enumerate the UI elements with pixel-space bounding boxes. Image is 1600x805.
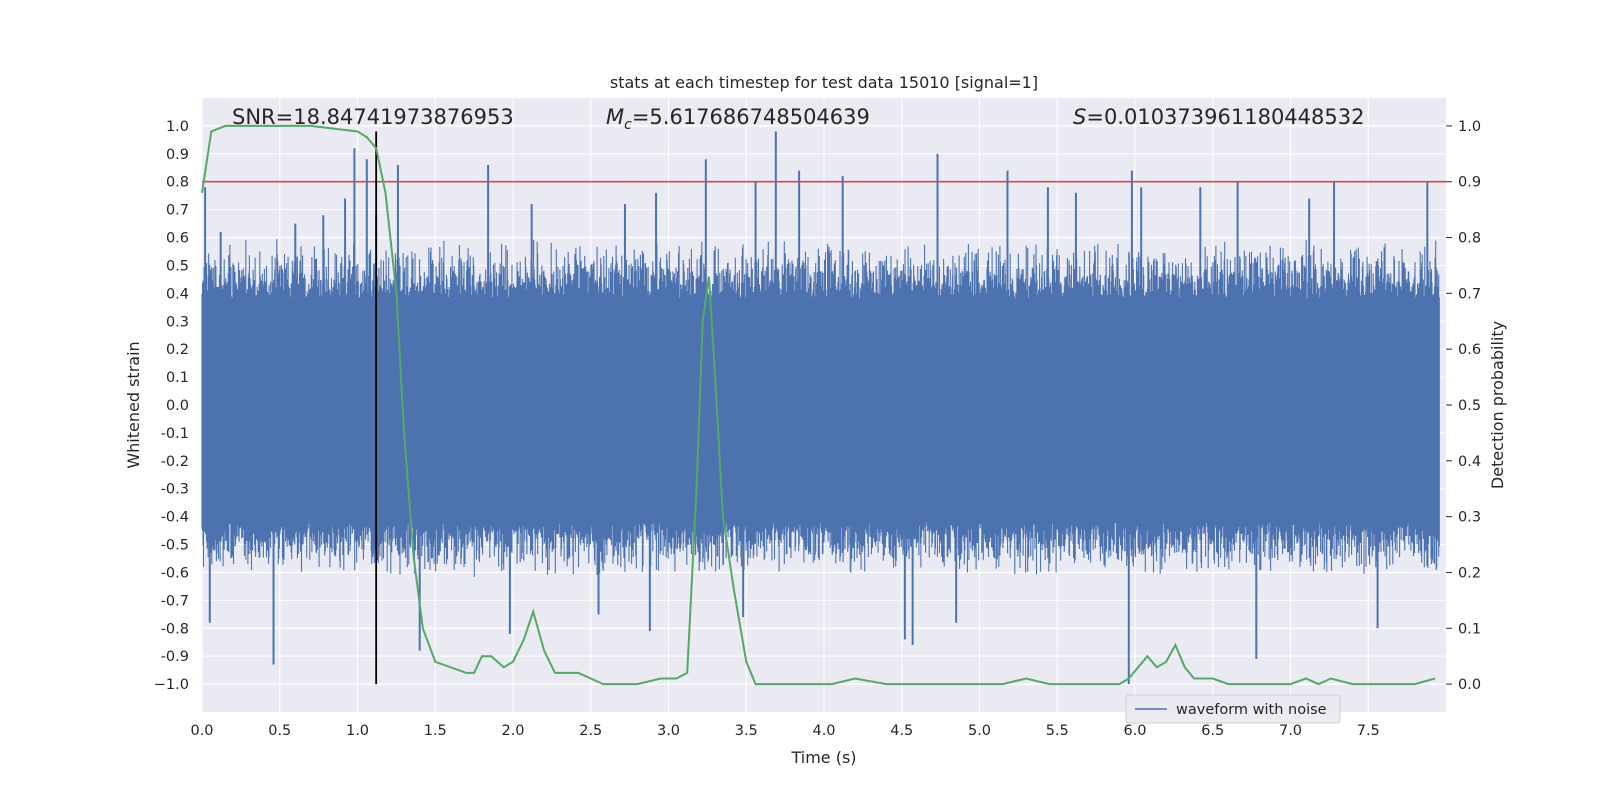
y-tick-label: 0.9 xyxy=(166,147,189,163)
y2-tick-label: 1.0 xyxy=(1458,119,1481,135)
y-tick-label: -0.9 xyxy=(161,649,189,665)
x-tick-label: 0.0 xyxy=(190,723,213,739)
y2-tick-label: 0.0 xyxy=(1458,677,1481,693)
s-statistic-annotation: S=0.010373961180448532 xyxy=(1073,105,1364,129)
x-tick-label: 2.5 xyxy=(579,723,602,739)
x-tick-label: 1.0 xyxy=(346,723,369,739)
y2-tick-label: 0.7 xyxy=(1458,286,1481,302)
chirp-mass-symbol: M xyxy=(606,105,624,129)
y-tick-label: -0.5 xyxy=(161,538,189,554)
y2-axis-label: Detection probability xyxy=(1488,321,1507,489)
x-tick-label: 6.5 xyxy=(1201,723,1224,739)
y2-tick-label: 0.5 xyxy=(1458,398,1481,414)
x-tick-label: 7.5 xyxy=(1357,723,1380,739)
y-tick-label: -0.2 xyxy=(161,454,189,470)
y-tick-label: -0.6 xyxy=(161,565,189,581)
y-axis-label: Whitened strain xyxy=(124,341,143,468)
x-tick-label: 5.5 xyxy=(1046,723,1069,739)
x-tick-labels: 0.0 0.5 1.0 1.5 2.0 2.5 3.0 3.5 4.0 4.5 5.0 5.5 6.0 6… xyxy=(190,723,1379,739)
y-tick-label: 0.3 xyxy=(166,314,189,330)
chart-title: stats at each timestep for test data 150… xyxy=(610,73,1038,92)
y2-tick-label: 0.2 xyxy=(1458,565,1481,581)
x-tick-label: 4.0 xyxy=(812,723,835,739)
y-tick-label: −1.0 xyxy=(154,677,189,693)
y-tick-label: 0.2 xyxy=(166,342,189,358)
y2-tick-label: 0.4 xyxy=(1458,454,1481,470)
y-tick-label: -0.8 xyxy=(161,621,189,637)
y2-tick-label: 0.3 xyxy=(1458,510,1481,526)
y-tick-label: 0.0 xyxy=(166,398,189,414)
y2-tick-labels: 1.0 0.9 0.8 0.7 0.6 0.5 0.4 0.3 0.2 0.1 0.0 xyxy=(1446,119,1481,693)
y2-tick-label: 0.9 xyxy=(1458,175,1481,191)
x-tick-label: 0.5 xyxy=(268,723,291,739)
legend-label: waveform with noise xyxy=(1176,702,1327,718)
y2-tick-label: 0.1 xyxy=(1458,621,1481,637)
x-tick-label: 6.0 xyxy=(1123,723,1146,739)
legend: waveform with noise xyxy=(1126,695,1340,723)
y-tick-label: 0.8 xyxy=(166,175,189,191)
x-tick-label: 3.5 xyxy=(735,723,758,739)
y-tick-label: 0.7 xyxy=(166,203,189,219)
x-tick-label: 2.0 xyxy=(501,723,524,739)
y-tick-label: -0.1 xyxy=(161,426,189,442)
y-tick-labels: 1.0 0.9 0.8 0.7 0.6 0.5 0.4 0.3 0.2 0.1 0.0 -0.1 -0.… xyxy=(154,119,189,693)
s-statistic-value: =0.010373961180448532 xyxy=(1086,105,1364,129)
x-tick-label: 3.0 xyxy=(657,723,680,739)
snr-annotation: SNR=18.84741973876953 xyxy=(232,105,514,129)
chirp-mass-annotation: Mc=5.617686748504639 xyxy=(606,105,870,133)
y-tick-label: -0.3 xyxy=(161,482,189,498)
y-tick-label: 0.1 xyxy=(166,370,189,386)
y2-tick-label: 0.6 xyxy=(1458,342,1481,358)
x-tick-label: 4.5 xyxy=(890,723,913,739)
y-tick-label: 0.6 xyxy=(166,231,189,247)
x-tick-label: 5.0 xyxy=(968,723,991,739)
chirp-mass-value: =5.617686748504639 xyxy=(632,105,870,129)
x-axis-label: Time (s) xyxy=(790,748,856,767)
y-tick-label: -0.7 xyxy=(161,593,189,609)
s-statistic-symbol: S xyxy=(1073,105,1086,129)
y-tick-label: 0.4 xyxy=(166,286,189,302)
y-tick-label: 1.0 xyxy=(166,119,189,135)
x-tick-label: 7.0 xyxy=(1279,723,1302,739)
y-tick-label: -0.4 xyxy=(161,510,189,526)
y-tick-label: 0.5 xyxy=(166,258,189,274)
y2-tick-label: 0.8 xyxy=(1458,231,1481,247)
x-tick-label: 1.5 xyxy=(424,723,447,739)
